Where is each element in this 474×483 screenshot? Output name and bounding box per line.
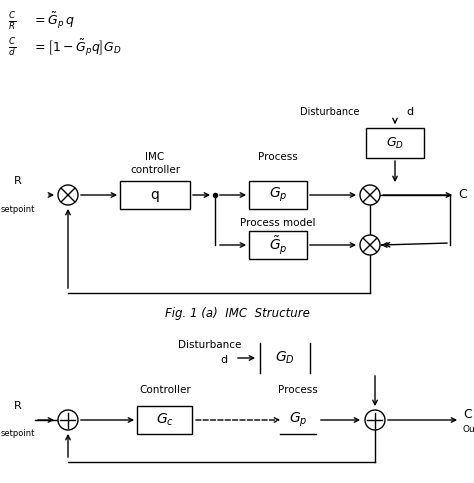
Text: Fig. 1 (a)  IMC  Structure: Fig. 1 (a) IMC Structure: [164, 307, 310, 319]
Text: $G_p$: $G_p$: [269, 186, 287, 204]
Text: Process: Process: [258, 152, 298, 162]
Bar: [249, 231, 307, 259]
Text: Output: Output: [463, 426, 474, 435]
Text: controller: controller: [130, 165, 180, 175]
Bar: [249, 181, 307, 209]
Text: Process model: Process model: [240, 218, 316, 228]
Text: Disturbance: Disturbance: [178, 340, 242, 350]
Text: d: d: [406, 107, 413, 117]
Text: setpoint: setpoint: [1, 204, 35, 213]
Bar: [120, 181, 190, 209]
Text: q: q: [151, 188, 159, 202]
Text: $G_D$: $G_D$: [275, 350, 295, 366]
Text: $=\left[1-\tilde{G}_{p}q\right]G_{D}$: $=\left[1-\tilde{G}_{p}q\right]G_{D}$: [32, 38, 122, 58]
Circle shape: [58, 185, 78, 205]
Text: $G_D$: $G_D$: [386, 135, 404, 151]
Circle shape: [365, 410, 385, 430]
Text: $\frac{C}{R}$: $\frac{C}{R}$: [8, 10, 16, 32]
Bar: [137, 406, 192, 434]
Circle shape: [58, 410, 78, 430]
Text: $\frac{C}{d}$: $\frac{C}{d}$: [8, 37, 16, 59]
Text: Controller: Controller: [139, 385, 191, 395]
Text: Disturbance: Disturbance: [300, 107, 360, 117]
Text: IMC: IMC: [146, 152, 164, 162]
Text: C: C: [463, 409, 472, 422]
Bar: [366, 128, 424, 158]
Text: $G_c$: $G_c$: [156, 412, 174, 428]
Text: $G_p$: $G_p$: [289, 411, 307, 429]
Text: R: R: [14, 176, 22, 186]
Text: $= \tilde{G}_{p}\,q$: $= \tilde{G}_{p}\,q$: [32, 11, 74, 31]
Text: $\tilde{G}_p$: $\tilde{G}_p$: [269, 234, 287, 256]
Text: R: R: [14, 401, 22, 411]
Text: setpoint: setpoint: [1, 429, 35, 439]
Text: -: -: [69, 423, 73, 433]
Circle shape: [360, 185, 380, 205]
Text: d: d: [220, 355, 227, 365]
Text: C: C: [458, 188, 467, 201]
Text: Process: Process: [278, 385, 318, 395]
Circle shape: [360, 235, 380, 255]
